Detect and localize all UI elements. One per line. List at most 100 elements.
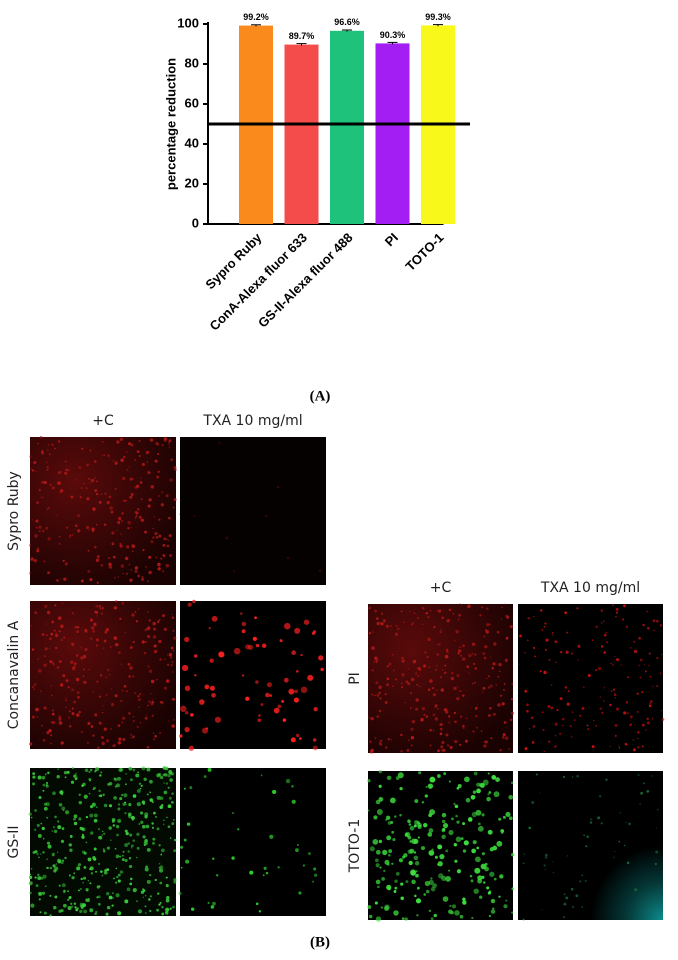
speckle <box>29 742 33 746</box>
speckle <box>438 643 441 646</box>
speckle <box>139 693 142 695</box>
speckle <box>120 663 123 666</box>
speckle <box>127 850 130 853</box>
y-tick-label: 20 <box>185 175 199 190</box>
speckle <box>49 483 52 486</box>
speckle <box>160 503 164 507</box>
speckle <box>643 663 645 665</box>
speckle <box>168 444 171 447</box>
speckle <box>562 916 565 919</box>
speckle <box>137 608 140 610</box>
speckle <box>73 774 77 778</box>
speckle <box>42 529 45 532</box>
speckle <box>522 918 525 921</box>
speckle <box>443 772 447 776</box>
speckle <box>392 669 395 672</box>
speckle <box>483 744 487 748</box>
speckle <box>398 858 404 863</box>
speckle <box>279 639 283 643</box>
speckle <box>71 688 74 692</box>
speckle <box>151 801 154 804</box>
speckle <box>492 662 496 666</box>
speckle <box>372 838 379 845</box>
speckle <box>391 862 394 865</box>
speckle <box>128 766 133 771</box>
speckle <box>169 837 172 839</box>
speckle <box>535 773 538 776</box>
speckle <box>123 499 126 503</box>
speckle <box>76 713 80 717</box>
speckle <box>140 890 145 894</box>
speckle <box>489 656 492 658</box>
speckle <box>510 853 515 857</box>
speckle <box>481 813 485 817</box>
speckle <box>166 538 168 541</box>
speckle <box>410 677 415 682</box>
speckle <box>121 602 125 605</box>
speckle <box>122 716 126 720</box>
speckle <box>641 691 644 694</box>
speckle <box>77 889 80 892</box>
speckle <box>134 569 138 573</box>
speckle <box>109 646 112 648</box>
speckle <box>386 665 389 668</box>
speckle <box>94 489 98 493</box>
speckle <box>502 733 506 737</box>
speckle <box>135 620 139 623</box>
speckle <box>471 848 477 854</box>
speckle <box>44 655 46 657</box>
speckle <box>162 570 165 573</box>
speckle <box>483 656 487 660</box>
speckle <box>38 529 41 533</box>
micrograph <box>518 771 663 921</box>
speckle <box>490 737 493 740</box>
speckle <box>656 656 659 660</box>
speckle <box>303 619 310 625</box>
speckle <box>410 727 414 731</box>
speckle <box>84 681 87 684</box>
speckle <box>74 524 78 528</box>
speckle <box>136 725 139 728</box>
speckle <box>443 708 448 712</box>
speckle <box>153 811 156 815</box>
speckle <box>125 803 127 806</box>
speckle <box>50 684 52 687</box>
speckle <box>472 682 474 685</box>
speckle <box>295 670 299 673</box>
speckle <box>454 720 457 724</box>
speckle <box>171 660 174 664</box>
speckle <box>77 863 82 867</box>
speckle <box>98 902 101 906</box>
speckle <box>203 775 207 779</box>
speckle <box>146 470 151 475</box>
speckle <box>162 543 166 547</box>
speckle <box>563 893 566 896</box>
speckle <box>93 622 97 627</box>
speckle <box>481 875 485 879</box>
speckle <box>613 693 617 697</box>
speckle <box>616 658 620 662</box>
row-label: GS-II <box>6 825 22 858</box>
speckle <box>108 895 113 900</box>
speckle <box>89 813 94 818</box>
speckle <box>54 815 57 819</box>
speckle <box>269 834 274 839</box>
speckle <box>118 651 121 655</box>
speckle <box>116 529 118 531</box>
speckle <box>37 775 42 780</box>
speckle <box>126 887 131 892</box>
speckle <box>70 780 75 784</box>
speckle <box>241 674 245 677</box>
speckle <box>496 630 500 634</box>
speckle <box>113 877 115 880</box>
speckle <box>544 622 547 625</box>
speckle <box>457 652 460 655</box>
speckle <box>185 859 190 864</box>
speckle <box>660 653 663 656</box>
speckle <box>204 684 210 690</box>
speckle <box>478 782 483 787</box>
speckle <box>138 706 140 709</box>
speckle <box>404 917 408 921</box>
speckle <box>95 767 100 772</box>
speckle <box>192 599 196 604</box>
